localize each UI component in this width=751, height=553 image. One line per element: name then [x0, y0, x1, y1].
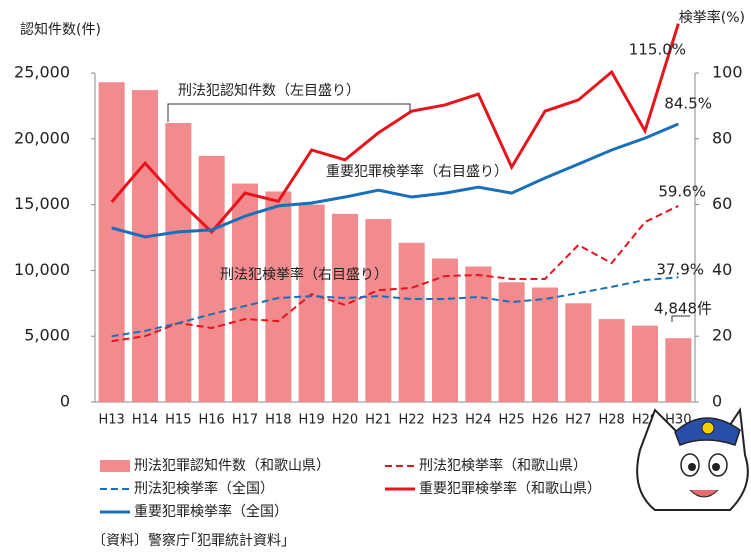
plot: 0 5,000 10,000 15,000 20,000 25,000 0 20 40 60 80 1… [14, 23, 743, 520]
x-tick-label: H28 [599, 413, 625, 428]
y2-tick-label: 60 [712, 194, 732, 213]
value-label: 59.6% [658, 183, 706, 201]
bar [165, 123, 192, 403]
legend-label: 重要犯罪検挙率（全国） [134, 503, 288, 520]
x-tick-label: H24 [465, 413, 491, 428]
x-tick-label: H16 [199, 413, 225, 428]
y-tick-label: 15,000 [14, 194, 70, 213]
legend-swatch [100, 460, 130, 472]
x-tick-label: H26 [532, 413, 558, 428]
source: 〔資料〕警察庁｢犯罪統計資料｣ [92, 532, 288, 549]
line [111, 122, 679, 239]
bar [132, 90, 158, 402]
legend-label: 刑法犯検挙率（和歌山県） [419, 457, 587, 474]
y2-axis-label: 検挙率(%) [679, 9, 745, 26]
x-tick-label: H14 [132, 413, 158, 428]
bar [365, 219, 392, 402]
line [111, 276, 679, 338]
x-tick-label: H22 [399, 413, 425, 428]
annotation: 刑法犯認知件数（左目盛り） [178, 82, 360, 99]
annotation: 刑法犯検挙率（右目盛り） [220, 266, 388, 283]
value-label: 37.9% [656, 261, 704, 279]
x-tick-label: H15 [165, 413, 191, 428]
y-tick-label: 5,000 [24, 326, 70, 345]
y2-tick-label: 80 [712, 128, 732, 147]
bar [465, 266, 492, 402]
bar [632, 325, 658, 402]
bar [398, 242, 425, 402]
bar [598, 319, 625, 402]
legend-label: 刑法犯罪認知件数（和歌山県） [134, 457, 330, 474]
bar [98, 82, 125, 402]
y2-tick-label: 100 [712, 63, 743, 82]
x-tick-label: H25 [499, 413, 525, 428]
x-tick-label: H20 [332, 413, 358, 428]
bar [665, 338, 692, 402]
bar [565, 303, 592, 402]
y-tick-label: 0 [60, 392, 70, 411]
bar [498, 282, 525, 402]
x-tick-label: H23 [432, 413, 458, 428]
x-tick-label: H27 [565, 413, 591, 428]
bar [198, 155, 225, 402]
mascot [636, 407, 749, 511]
annotation-bracket [167, 103, 411, 122]
y2-tick-label: 40 [712, 260, 732, 279]
y-axis-label: 認知件数(件) [20, 21, 101, 38]
value-label: 115.0% [629, 41, 686, 59]
bar [332, 213, 358, 402]
label-bracket [671, 315, 690, 322]
line [111, 205, 679, 343]
legend-label: 重要犯罪検挙率（和歌山県） [419, 480, 601, 497]
value-label: 4,848件 [654, 300, 712, 318]
x-tick-label: H21 [365, 413, 391, 428]
annotation: 重要犯罪検挙率（右目盛り） [326, 163, 508, 180]
line [110, 23, 680, 235]
y-tick-label: 25,000 [14, 63, 70, 82]
x-tick-label: H19 [299, 413, 325, 428]
y-tick-label: 10,000 [14, 260, 70, 279]
x-tick-label: H13 [99, 413, 125, 428]
y2-tick-label: 20 [712, 326, 732, 345]
y2-tick-label: 0 [712, 392, 722, 411]
bar [432, 258, 458, 402]
x-tick-label: H18 [265, 413, 291, 428]
bar [532, 287, 558, 402]
y-tick-label: 20,000 [14, 128, 70, 147]
value-label: 84.5% [664, 95, 712, 113]
bar [298, 204, 325, 402]
x-tick-label: H17 [232, 413, 258, 428]
legend-label: 刑法犯検挙率（全国） [134, 480, 274, 497]
